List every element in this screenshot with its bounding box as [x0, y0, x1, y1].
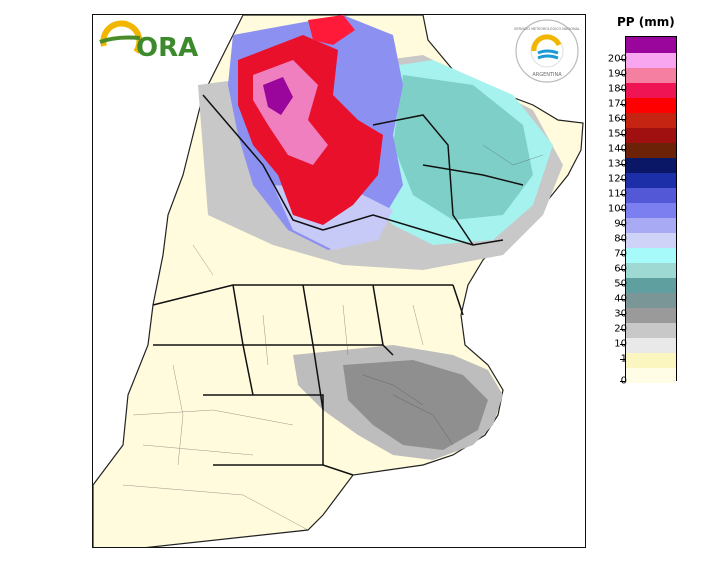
legend-swatch	[626, 232, 676, 248]
legend-swatch	[626, 97, 676, 113]
legend-tick	[620, 298, 625, 300]
legend-tick	[620, 133, 625, 135]
legend-swatch	[626, 67, 676, 83]
legend-label: 110	[607, 188, 627, 199]
legend-swatch	[626, 262, 676, 278]
legend-tick	[620, 313, 625, 315]
province-boundaries	[152, 94, 524, 476]
ora-logo-leaf	[99, 35, 141, 44]
legend-tick	[620, 178, 625, 180]
legend-tick	[620, 88, 625, 90]
legend-tick	[620, 381, 625, 382]
legend-tick	[620, 343, 625, 345]
department-boundaries	[122, 144, 544, 531]
legend-swatch	[626, 307, 676, 323]
legend-swatch	[626, 202, 676, 218]
legend-swatch	[626, 172, 676, 188]
rain-zone-red-north	[308, 15, 355, 45]
legend-tick	[620, 358, 625, 360]
ora-logo: ORA	[99, 20, 198, 63]
legend-tick	[620, 163, 625, 165]
precipitation-map	[92, 14, 586, 548]
legend-swatch	[626, 292, 676, 308]
ora-logo-sun-arc	[100, 20, 143, 54]
legend-label: 150	[607, 128, 627, 139]
legend-swatch	[626, 217, 676, 233]
legend-tick	[620, 223, 625, 225]
legend-label: 190	[607, 68, 627, 79]
rain-zone-darkgrey-east	[343, 360, 488, 450]
rain-zone-teal	[393, 75, 533, 220]
legend-tick	[620, 238, 625, 240]
legend-label: 140	[607, 143, 627, 154]
legend-tick	[620, 268, 625, 270]
legend-label: 180	[607, 83, 627, 94]
legend-label: 200	[607, 53, 627, 64]
legend-swatch	[626, 82, 676, 98]
legend-label: 120	[607, 173, 627, 184]
legend-label: 100	[607, 203, 627, 214]
legend-swatch	[626, 142, 676, 158]
legend-tick	[620, 253, 625, 255]
legend-swatch	[626, 277, 676, 293]
smn-logo-country: ARGENTINA	[532, 72, 562, 78]
legend-tick	[620, 283, 625, 285]
smn-logo-text: SERVICIO METEOROLÓGICO NACIONAL	[514, 26, 580, 31]
legend-swatch	[626, 337, 676, 353]
legend-swatch	[626, 37, 676, 53]
ora-logo-text: ORA	[136, 33, 198, 63]
legend-swatch	[626, 367, 676, 383]
legend-tick	[620, 328, 625, 330]
legend-swatch	[626, 187, 676, 203]
rain-zone-purple	[263, 77, 293, 115]
smn-logo: ARGENTINA SERVICIO METEOROLÓGICO NACIONA…	[514, 19, 580, 83]
legend-swatch	[626, 352, 676, 368]
legend-label: 170	[607, 98, 627, 109]
legend-swatch	[626, 112, 676, 128]
argentina-map-svg	[93, 15, 584, 547]
legend-tick	[620, 148, 625, 150]
legend-tick	[620, 73, 625, 75]
legend-colorbar	[625, 36, 677, 383]
legend-tick	[620, 208, 625, 210]
legend-swatch	[626, 157, 676, 173]
legend-label: 130	[607, 158, 627, 169]
legend-swatch	[626, 247, 676, 263]
legend-tick	[620, 58, 625, 60]
legend-swatch	[626, 322, 676, 338]
legend-tick	[620, 118, 625, 120]
legend-tick	[620, 103, 625, 105]
legend-label: 160	[607, 113, 627, 124]
legend-swatch	[626, 52, 676, 68]
legend-tick	[620, 193, 625, 195]
legend-title: PP (mm)	[617, 15, 675, 29]
legend-swatch	[626, 127, 676, 143]
